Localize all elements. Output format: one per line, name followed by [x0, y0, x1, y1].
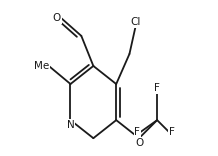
- Text: Cl: Cl: [130, 17, 141, 27]
- Text: F: F: [154, 83, 160, 93]
- Text: N: N: [67, 120, 74, 130]
- Text: O: O: [135, 138, 143, 148]
- Text: F: F: [135, 127, 140, 137]
- Text: Me: Me: [34, 61, 49, 71]
- Text: F: F: [169, 127, 175, 137]
- Text: O: O: [53, 13, 61, 23]
